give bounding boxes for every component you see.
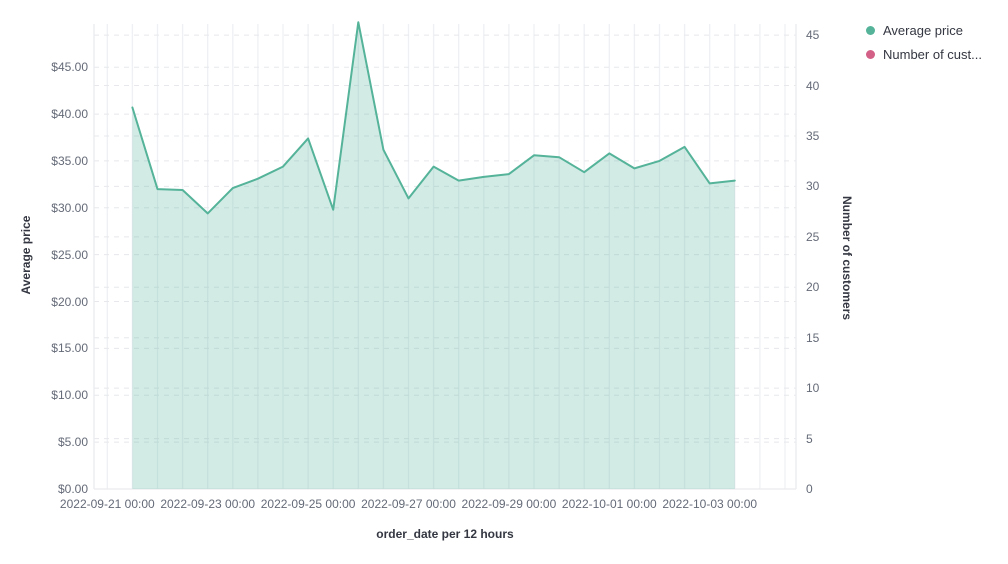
y-axis-left-tick-label: $30.00 [51, 200, 88, 215]
y-axis-right-tick-label: 10 [806, 381, 820, 396]
y-axis-left-tick-label: $20.00 [51, 294, 88, 309]
y-axis-left-tick-label: $0.00 [57, 482, 88, 496]
y-axis-left-tick-label: $10.00 [51, 388, 88, 403]
y-axis-right-tick-label: 30 [806, 179, 820, 194]
y-axis-left-title: Average price [19, 215, 33, 295]
legend-dot-number-of-customers-icon [866, 50, 875, 59]
legend-item-number-of-customers[interactable]: Number of cust... [866, 45, 982, 64]
x-axis-tick-label: 2022-10-03 00:00 [662, 497, 758, 511]
y-axis-right-tick-label: 5 [806, 431, 813, 446]
x-axis-tick-label: 2022-09-29 00:00 [461, 497, 557, 511]
legend-item-average-price[interactable]: Average price [866, 21, 982, 40]
y-axis-right-tick-label: 45 [806, 28, 820, 43]
x-axis-tick-label: 2022-09-21 00:00 [59, 497, 155, 511]
legend-label: Average price [883, 23, 963, 38]
x-axis-tick-label: 2022-09-23 00:00 [160, 497, 256, 511]
y-axis-right-tick-label: 0 [806, 482, 813, 496]
average-price-line[interactable] [131, 21, 736, 215]
y-axis-right-tick-label: 25 [806, 229, 820, 244]
legend: Average price Number of cust... [866, 21, 982, 64]
y-axis-left-tick-label: $25.00 [51, 247, 88, 262]
y-axis-left-tick-label: $15.00 [51, 341, 88, 356]
average-price-area[interactable] [132, 22, 735, 489]
x-axis-tick-label: 2022-10-01 00:00 [561, 497, 657, 511]
legend-dot-average-price-icon [866, 26, 875, 35]
y-axis-right-tick-label: 35 [806, 128, 820, 143]
y-axis-left-tick-label: $40.00 [51, 107, 88, 122]
y-axis-left-tick-label: $5.00 [57, 435, 88, 450]
y-axis-left-tick-label: $45.00 [51, 60, 88, 75]
y-axis-right-tick-label: 20 [806, 280, 820, 295]
y-axis-right-tick-label: 40 [806, 78, 820, 93]
y-axis-left-tick-label: $35.00 [51, 153, 88, 168]
y-axis-right-title: Number of customers [840, 195, 854, 321]
y-axis-right-tick-label: 15 [806, 330, 820, 345]
x-axis-tick-label: 2022-09-27 00:00 [361, 497, 456, 511]
legend-label: Number of cust... [883, 47, 982, 62]
x-axis-tick-label: 2022-09-25 00:00 [260, 497, 356, 511]
x-axis-title: order_date per 12 hours [376, 527, 514, 541]
